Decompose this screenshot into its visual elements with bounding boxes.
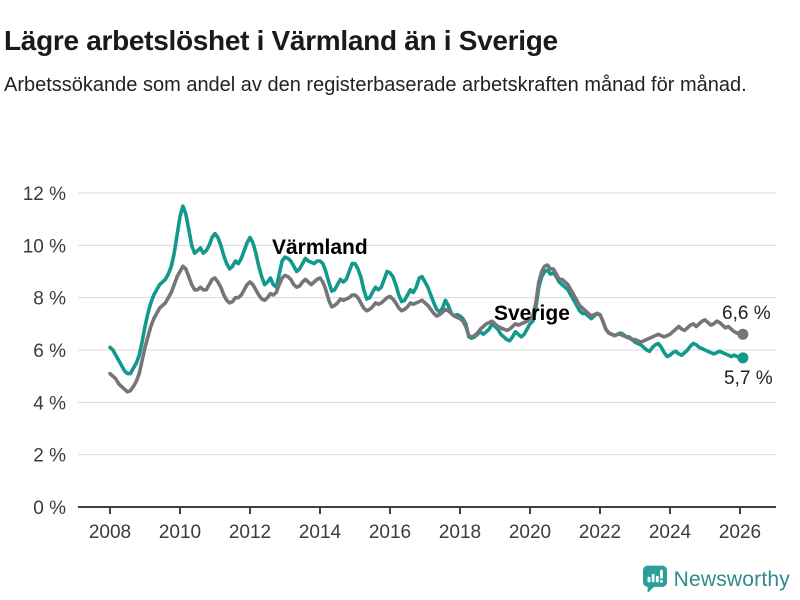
x-tick-label-2020: 2020 [509,522,551,543]
x-tick-label-2010: 2010 [159,522,201,543]
series-label-varmland: Värmland [272,236,368,259]
x-tick-label-2022: 2022 [579,522,621,543]
x-tick-label-2014: 2014 [299,522,342,543]
newsworthy-logo[interactable]: Newsworthy [642,565,790,594]
y-tick-label-0: 0 % [33,498,66,519]
y-tick-label-4: 4 % [33,393,66,414]
newsworthy-brand-text: Newsworthy [673,567,790,591]
y-tick-label-2: 2 % [33,446,66,467]
series-line-sverige [108,263,745,394]
x-tick-label-2024: 2024 [649,522,692,543]
newsworthy-bubble-chart-icon [642,565,667,593]
y-tick-label-6: 6 % [33,341,66,362]
page-title: Lägre arbetslöshet i Värmland än i Sveri… [4,24,558,56]
y-tick-label-10: 10 % [23,236,66,257]
series-label-sverige: Sverige [494,302,570,325]
end-value-sverige: 6,6 % [722,303,771,324]
end-dot-vrmland [737,352,749,364]
x-tick-label-2016: 2016 [369,522,411,543]
chart-subtitle: Arbetssökande som andel av den registerb… [4,74,747,96]
x-tick-label-2008: 2008 [89,522,131,543]
y-tick-label-12: 12 % [23,184,66,205]
end-value-varmland: 5,7 % [724,368,773,389]
series-line-vrmland [108,204,745,376]
end-dot-sverige [737,328,749,340]
x-tick-label-2026: 2026 [719,522,761,543]
x-tick-label-2018: 2018 [439,522,481,543]
y-tick-label-8: 8 % [33,289,66,310]
x-tick-label-2012: 2012 [229,522,271,543]
